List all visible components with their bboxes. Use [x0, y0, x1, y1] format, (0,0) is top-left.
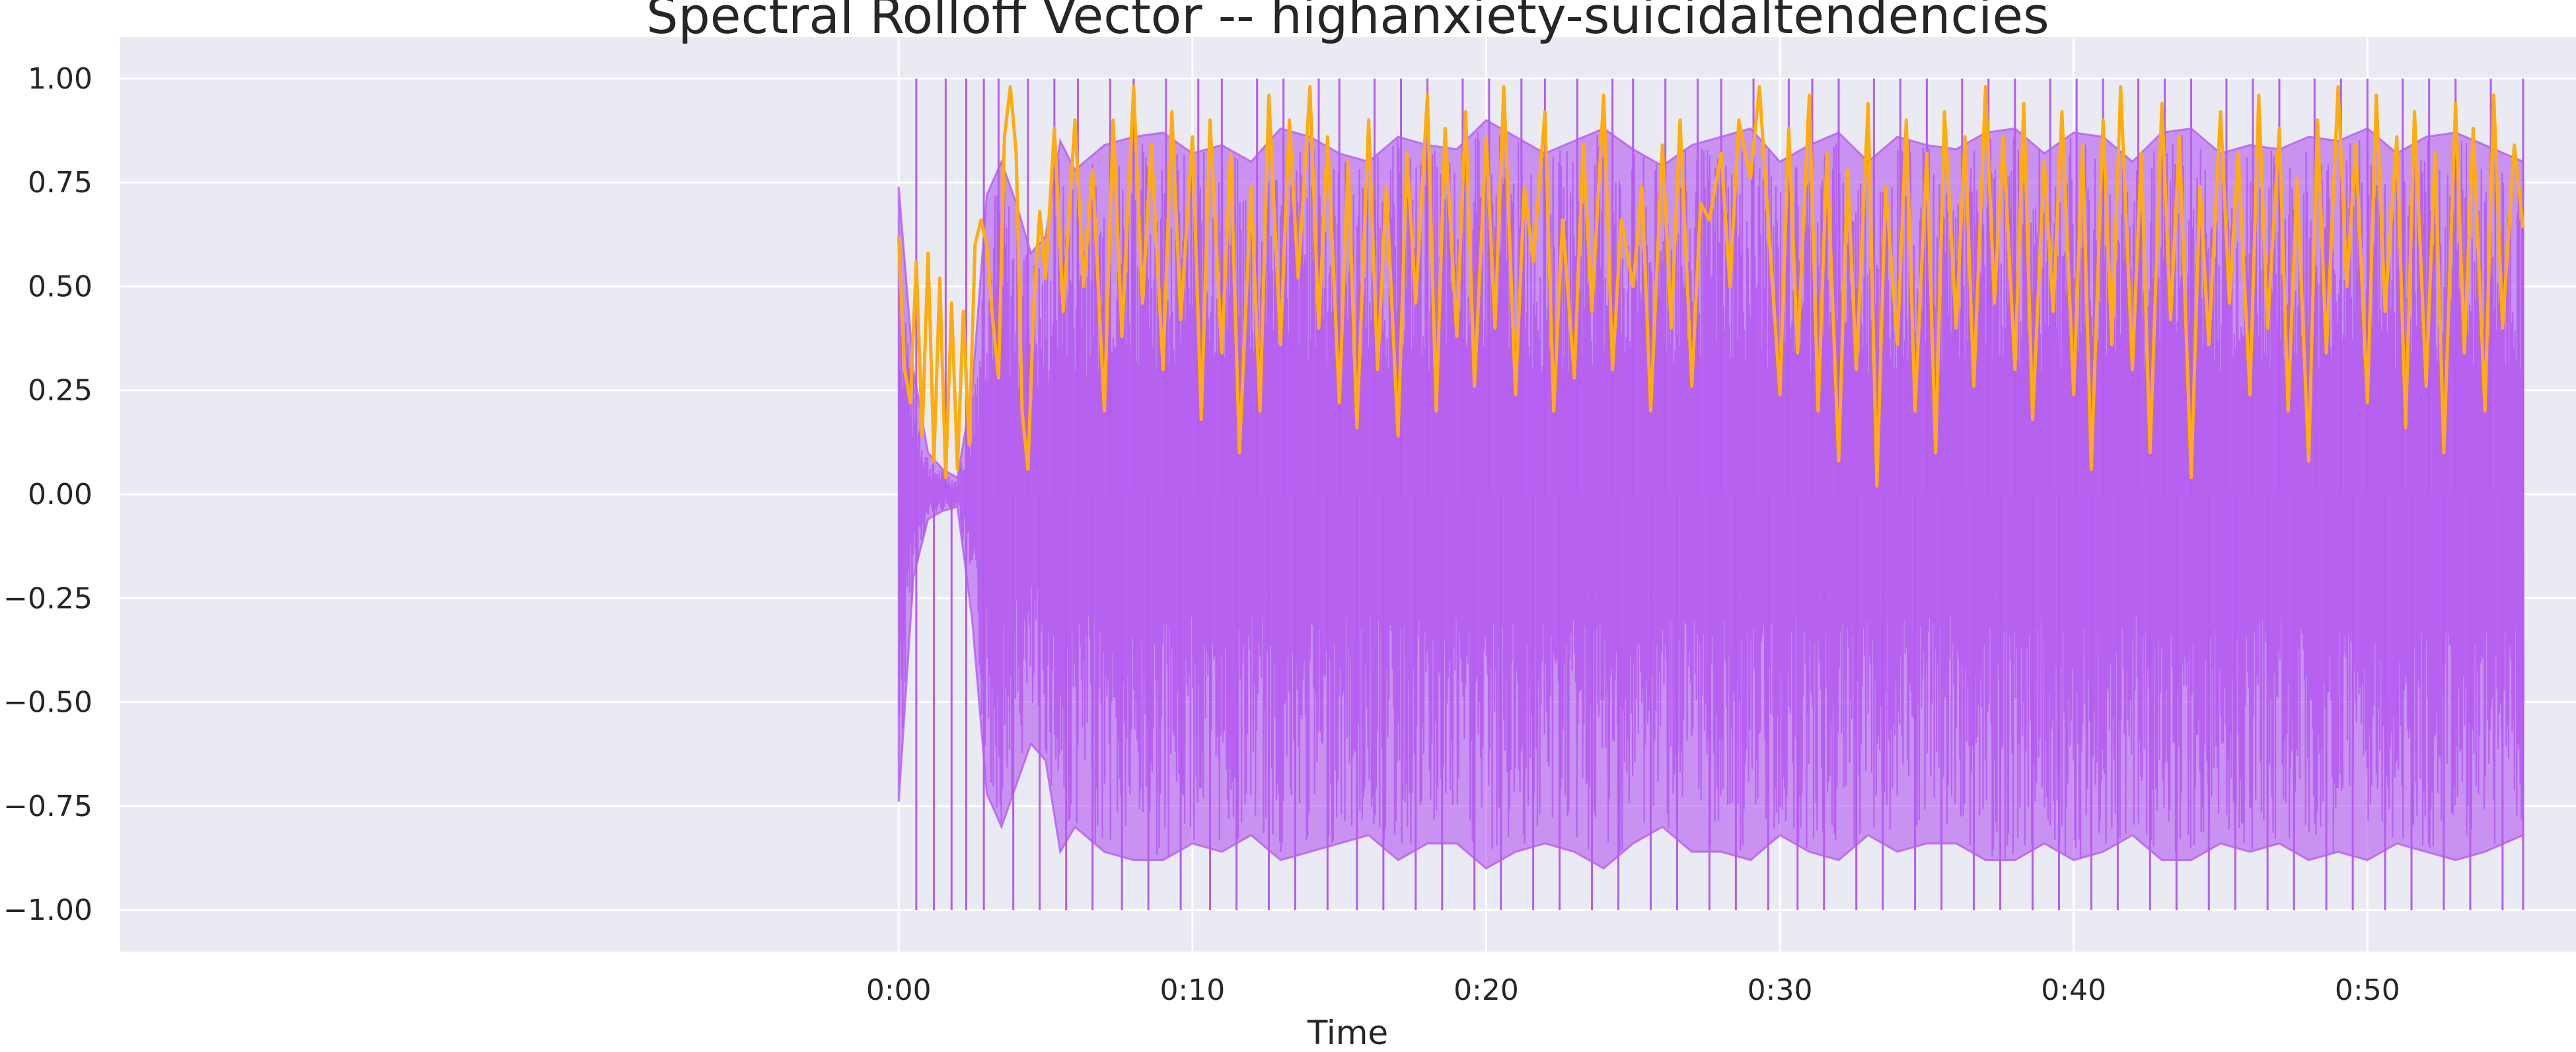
x-tick-labels: 0:00 0:10 0:20 0:30 0:40 0:50	[866, 973, 2400, 1007]
chart-title: Spectral Rolloff Vector -- highanxiety-s…	[646, 0, 2049, 45]
y-tick-label: −1.00	[3, 893, 92, 927]
rolloff-line	[897, 85, 2525, 488]
y-tick-label: −0.50	[3, 686, 92, 720]
y-tick-label: 1.00	[28, 62, 92, 96]
y-tick-label: −0.75	[3, 790, 92, 823]
y-tick-label: 0.25	[28, 374, 92, 408]
x-tick-label: 0:50	[2335, 973, 2400, 1007]
x-tick-label: 0:10	[1159, 973, 1225, 1007]
y-tick-labels: −1.00 −0.75 −0.50 −0.25 0.00 0.25 0.50 0.75 1.00	[3, 62, 92, 927]
y-tick-label: 0.50	[28, 270, 92, 303]
y-tick-label: 0.75	[28, 166, 92, 200]
y-tick-label: 0.00	[28, 478, 92, 511]
x-tick-label: 0:40	[2041, 973, 2106, 1007]
rolloff-layer	[897, 85, 2525, 488]
x-axis-label: Time	[1307, 1014, 1388, 1052]
x-tick-label: 0:30	[1748, 973, 1813, 1007]
x-tick-label: 0:00	[866, 973, 932, 1007]
y-tick-label: −0.25	[3, 582, 92, 615]
x-tick-label: 0:20	[1454, 973, 1519, 1007]
